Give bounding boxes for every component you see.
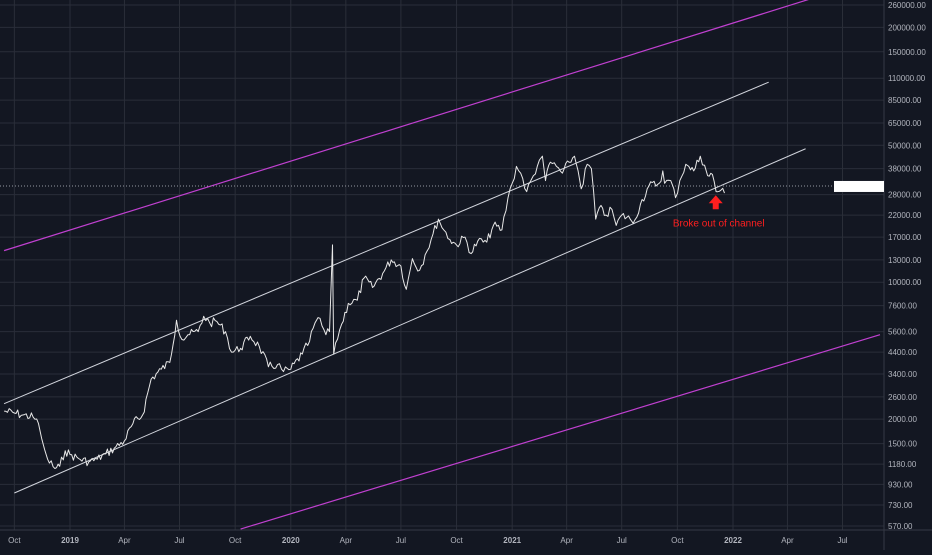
price-tick-label: 1180.00 — [888, 460, 917, 469]
channel-line — [14, 148, 806, 494]
time-tick-label: Apr — [781, 536, 794, 545]
price-tick-label: 10000.00 — [888, 278, 922, 287]
price-tick-label: 17000.00 — [888, 233, 922, 242]
price-tick-label: 110000.00 — [888, 74, 926, 83]
price-tick-label: 50000.00 — [888, 141, 922, 150]
annotation-label: Broke out of channel — [673, 218, 765, 229]
price-tick-label: 150000.00 — [888, 48, 926, 57]
time-tick-label: 2022 — [724, 536, 742, 545]
time-tick-label: Jul — [837, 536, 847, 545]
price-tick-label: 930.00 — [888, 480, 913, 489]
price-tick-label: 65000.00 — [888, 119, 922, 128]
price-tick-label: 3400.00 — [888, 370, 917, 379]
time-axis-ticks: Oct 2019 Apr Jul Oct 2020 Apr Jul Oct 2021 Apr Jul O… — [8, 536, 848, 545]
time-tick-label: 2020 — [282, 536, 300, 545]
time-tick-label: 2019 — [61, 536, 79, 545]
inner-channel-lines — [3, 81, 806, 494]
time-tick-label: Jul — [617, 536, 627, 545]
time-tick-label: Jul — [174, 536, 184, 545]
price-tick-label: 85000.00 — [888, 96, 922, 105]
up-arrow-icon — [708, 195, 723, 210]
price-tick-label: 730.00 — [888, 501, 913, 510]
time-tick-label: Oct — [671, 536, 684, 545]
time-tick-label: Oct — [229, 536, 242, 545]
outer-channel-line — [3, 0, 809, 252]
price-tick-label: 38000.00 — [888, 165, 922, 174]
outer-channel-line — [240, 334, 881, 530]
time-tick-label: Apr — [560, 536, 573, 545]
price-tick-label: 7600.00 — [888, 302, 917, 311]
price-series-line — [4, 155, 725, 469]
price-axis-ticks: 260000.00 200000.00 150000.00 110000.00 8500… — [888, 1, 926, 531]
price-tick-label: 1500.00 — [888, 440, 917, 449]
time-tick-label: Oct — [450, 536, 463, 545]
price-tick-label: 200000.00 — [888, 23, 926, 32]
time-tick-label: Oct — [8, 536, 21, 545]
time-axis-background[interactable] — [0, 530, 932, 550]
time-tick-label: Jul — [396, 536, 406, 545]
price-axis-background[interactable] — [884, 0, 932, 550]
price-tick-label: 5600.00 — [888, 328, 917, 337]
annotations: Broke out of channel — [673, 195, 765, 229]
price-tick-label: 4400.00 — [888, 348, 917, 357]
price-tick-label: 22000.00 — [888, 211, 922, 220]
price-tick-label: 2600.00 — [888, 393, 917, 402]
price-tick-label: 13000.00 — [888, 256, 922, 265]
price-tick-label: 28000.00 — [888, 191, 922, 200]
time-tick-label: Apr — [340, 536, 353, 545]
channel-line — [3, 81, 769, 405]
time-tick-label: 2021 — [503, 536, 521, 545]
current-price-marker — [834, 180, 884, 192]
outer-channel-lines — [3, 0, 881, 530]
price-tick-label: 260000.00 — [888, 1, 926, 10]
price-tick-label: 2000.00 — [888, 415, 917, 424]
time-tick-label: Apr — [118, 536, 131, 545]
grid-lines — [0, 0, 884, 530]
price-tick-label: 570.00 — [888, 522, 913, 531]
